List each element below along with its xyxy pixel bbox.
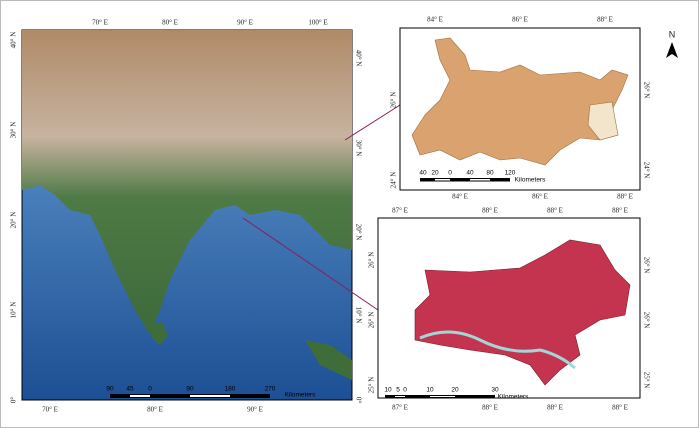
top-tick-label: 87° E <box>392 207 408 215</box>
scale-label: 0 <box>403 387 407 394</box>
top-tick-label: 88° E <box>612 207 628 215</box>
bottom-tick-label: 70° E <box>42 406 58 414</box>
left-tick-label: 10° N <box>10 302 18 319</box>
india-scale-bar-segment <box>190 395 230 397</box>
scale-unit: Kilometers <box>498 394 529 401</box>
right-tick-label: 24° N <box>642 162 650 179</box>
india-landmass <box>22 30 352 335</box>
state-shape <box>411 37 629 166</box>
top-tick-label: 100° E <box>308 19 327 27</box>
scale-label: 0 <box>148 386 152 393</box>
top-tick-label: 70° E <box>92 19 108 27</box>
right-tick-label: 10° N <box>354 307 362 324</box>
top-tick-label: 86° E <box>512 16 528 24</box>
right-tick-label: 25° N <box>642 372 650 389</box>
right-tick-label: 26° N <box>642 312 650 329</box>
scale-label: 90 <box>106 386 114 393</box>
bottom-tick-label: 86° E <box>532 193 548 201</box>
left-tick-label: 0° <box>10 397 18 404</box>
scale-label: 0 <box>448 170 452 177</box>
scale-unit: Kilometers <box>515 177 546 184</box>
region-shape <box>414 239 631 386</box>
scale-unit: Kilometers <box>285 392 316 399</box>
left-tick-label: 26° N <box>390 92 398 109</box>
bottom-tick-label: 88° E <box>617 193 633 201</box>
scale-label: 90 <box>186 386 194 393</box>
study-area-highlight <box>587 101 619 141</box>
scale-label: 10 <box>426 387 434 394</box>
scale-label: 80 <box>486 170 494 177</box>
state-scale-bar-segment <box>435 179 450 181</box>
bottom-tick-label: 90° E <box>247 406 263 414</box>
region-scale-bar-segment <box>395 396 405 397</box>
left-tick-label: 26° N <box>368 312 376 329</box>
top-tick-label: 88° E <box>547 207 563 215</box>
southeast-landmass <box>305 340 352 380</box>
bottom-tick-label: 88° E <box>612 404 628 412</box>
scale-label: 270 <box>265 386 276 393</box>
left-tick-label: 25° N <box>368 377 376 394</box>
north-label: N <box>669 29 676 39</box>
left-tick-label: 40° N <box>10 32 18 49</box>
connector-line <box>344 104 401 141</box>
scale-label: 30 <box>491 387 499 394</box>
state-scale-bar-segment <box>470 179 490 181</box>
right-tick-label: 30° N <box>354 140 362 157</box>
region-scale-bar-segment <box>430 396 455 397</box>
scale-label: 45 <box>126 386 134 393</box>
bottom-tick-label: 88° E <box>547 404 563 412</box>
right-tick-label: 20° N <box>354 224 362 241</box>
bottom-tick-label: 84° E <box>452 193 468 201</box>
river <box>419 330 576 370</box>
left-tick-label: 24° N <box>390 172 398 189</box>
bottom-tick-label: 88° E <box>482 404 498 412</box>
top-tick-label: 88° E <box>482 207 498 215</box>
bottom-tick-label: 87° E <box>392 404 408 412</box>
right-tick-label: 26° N <box>642 257 650 274</box>
right-tick-label: 0° <box>354 397 362 404</box>
left-tick-label: 30° N <box>10 122 18 139</box>
india-scale-bar-segment <box>130 395 150 397</box>
scale-label: 5 <box>396 387 400 394</box>
sri-lanka <box>150 322 168 345</box>
scale-label: 10 <box>384 387 392 394</box>
scale-label: 120 <box>505 170 516 177</box>
scale-label: 40 <box>466 170 474 177</box>
state-scale-bar <box>420 178 510 182</box>
top-tick-label: 80° E <box>162 19 178 27</box>
top-tick-label: 88° E <box>597 16 613 24</box>
scale-label: 180 <box>225 386 236 393</box>
scale-label: 20 <box>451 387 459 394</box>
top-tick-label: 84° E <box>427 16 443 24</box>
right-tick-label: 40° N <box>354 50 362 67</box>
right-tick-label: 26° N <box>642 82 650 99</box>
connector-line <box>242 217 379 311</box>
scale-label: 40 <box>419 170 427 177</box>
left-tick-label: 26° N <box>368 252 376 269</box>
bottom-tick-label: 80° E <box>147 406 163 414</box>
left-tick-label: 20° N <box>10 212 18 229</box>
scale-label: 20 <box>431 170 439 177</box>
north-arrow <box>666 42 678 58</box>
top-tick-label: 90° E <box>237 19 253 27</box>
